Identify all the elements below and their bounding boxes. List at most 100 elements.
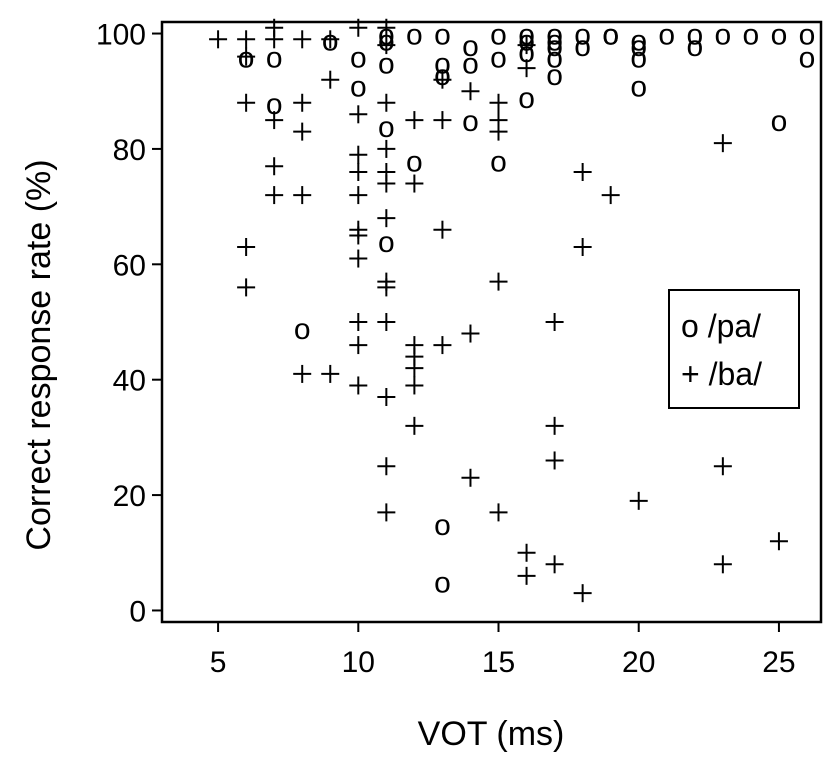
data-point-pa: o bbox=[294, 313, 311, 346]
data-point-ba bbox=[545, 555, 564, 574]
x-axis: 5 10 15 20 25 bbox=[210, 622, 796, 679]
data-point-pa: o bbox=[406, 19, 423, 52]
legend: o /pa/ + /ba/ bbox=[668, 289, 800, 409]
data-point-ba bbox=[377, 174, 396, 193]
data-point-ba bbox=[769, 532, 788, 551]
data-point-ba bbox=[237, 30, 256, 49]
data-point-ba bbox=[433, 111, 452, 130]
data-point-pa: o bbox=[462, 47, 479, 80]
data-point-pa: o bbox=[574, 30, 591, 63]
data-point-pa: o bbox=[715, 19, 732, 52]
x-tick-label: 25 bbox=[762, 646, 795, 679]
y-tick-label: 60 bbox=[113, 249, 146, 282]
data-point-ba bbox=[461, 82, 480, 101]
y-tick-label: 80 bbox=[113, 134, 146, 167]
data-point-ba bbox=[237, 47, 256, 66]
data-point-pa: o bbox=[434, 509, 451, 542]
data-point-pa: o bbox=[743, 19, 760, 52]
data-point-ba bbox=[377, 209, 396, 228]
data-point-ba bbox=[265, 111, 284, 130]
data-point-ba bbox=[349, 376, 368, 395]
data-point-ba bbox=[377, 93, 396, 112]
data-point-pa: o bbox=[658, 19, 675, 52]
data-point-pa: o bbox=[490, 42, 507, 75]
data-point-ba bbox=[349, 249, 368, 268]
data-point-ba bbox=[433, 70, 452, 89]
data-point-ba bbox=[461, 324, 480, 343]
data-point-ba bbox=[489, 93, 508, 112]
data-point-ba bbox=[405, 359, 424, 378]
data-point-ba bbox=[545, 416, 564, 435]
x-tick-label: 20 bbox=[622, 646, 655, 679]
data-point-ba bbox=[489, 122, 508, 141]
data-point-ba bbox=[349, 163, 368, 181]
x-axis-label: VOT (ms) bbox=[418, 715, 565, 753]
plot-frame bbox=[160, 20, 823, 624]
legend-box bbox=[668, 289, 800, 409]
data-point-ba bbox=[321, 364, 340, 383]
y-axis-label: Correct response rate (%) bbox=[20, 159, 58, 550]
data-point-ba bbox=[293, 93, 312, 112]
data-point-pa: o bbox=[378, 47, 395, 80]
data-point-ba bbox=[713, 555, 732, 574]
legend-item-pa: o /pa/ bbox=[681, 308, 761, 344]
data-point-pa: o bbox=[490, 145, 507, 178]
data-point-ba bbox=[461, 468, 480, 487]
data-point-pa: o bbox=[434, 567, 451, 600]
data-point-ba bbox=[489, 503, 508, 522]
data-point-ba bbox=[293, 364, 312, 383]
data-point-ba bbox=[265, 157, 284, 176]
data-point-ba bbox=[265, 186, 284, 205]
data-point-ba bbox=[433, 336, 452, 355]
data-point-ba bbox=[349, 105, 368, 124]
data-point-pa: o bbox=[378, 111, 395, 144]
data-point-pa: o bbox=[630, 70, 647, 103]
data-point-pa: o bbox=[546, 19, 563, 52]
data-point-ba bbox=[321, 30, 340, 49]
y-tick-label: 20 bbox=[113, 480, 146, 513]
data-point-ba bbox=[377, 139, 396, 158]
data-point-ba bbox=[377, 18, 396, 37]
legend-item-ba: + /ba/ bbox=[681, 356, 762, 392]
data-point-pa: o bbox=[350, 70, 367, 103]
data-point-pa: o bbox=[462, 30, 479, 63]
data-point-pa: o bbox=[630, 24, 647, 57]
data-point-pa: o bbox=[490, 19, 507, 52]
data-point-ba bbox=[489, 272, 508, 291]
data-point-pa: o bbox=[799, 42, 816, 75]
data-point-ba bbox=[265, 30, 284, 49]
data-point-ba bbox=[237, 278, 256, 297]
data-point-ba bbox=[377, 36, 396, 55]
data-point-pa: o bbox=[378, 226, 395, 259]
data-point-pa: o bbox=[771, 105, 788, 138]
data-point-ba bbox=[517, 59, 536, 78]
data-point-ba bbox=[349, 336, 368, 355]
data-point-pa: o bbox=[350, 42, 367, 75]
y-tick-label: 40 bbox=[113, 365, 146, 398]
y-axis: 0 20 40 60 80 100 bbox=[96, 19, 162, 628]
data-point-ba bbox=[321, 70, 340, 89]
data-point-ba bbox=[377, 503, 396, 522]
x-tick-label: 15 bbox=[482, 646, 515, 679]
data-point-pa: o bbox=[434, 19, 451, 52]
data-point-pa: o bbox=[518, 82, 535, 115]
data-point-ba bbox=[237, 93, 256, 112]
data-point-ba bbox=[237, 238, 256, 256]
data-point-pa: o bbox=[630, 42, 647, 75]
data-point-ba bbox=[377, 457, 396, 476]
data-point-pa: o bbox=[266, 42, 283, 75]
data-point-pa: o bbox=[406, 145, 423, 178]
data-point-ba bbox=[377, 278, 396, 297]
data-point-pa: o bbox=[462, 105, 479, 138]
data-point-ba bbox=[601, 186, 620, 205]
y-tick-label: 0 bbox=[129, 595, 146, 628]
data-point-ba bbox=[573, 163, 592, 181]
data-point-ba bbox=[713, 134, 732, 153]
data-point-pa: o bbox=[686, 19, 703, 52]
data-point-ba bbox=[293, 122, 312, 141]
data-point-pa: o bbox=[686, 30, 703, 63]
data-point-ba bbox=[405, 376, 424, 395]
data-point-ba bbox=[517, 543, 536, 562]
data-point-ba bbox=[405, 174, 424, 193]
